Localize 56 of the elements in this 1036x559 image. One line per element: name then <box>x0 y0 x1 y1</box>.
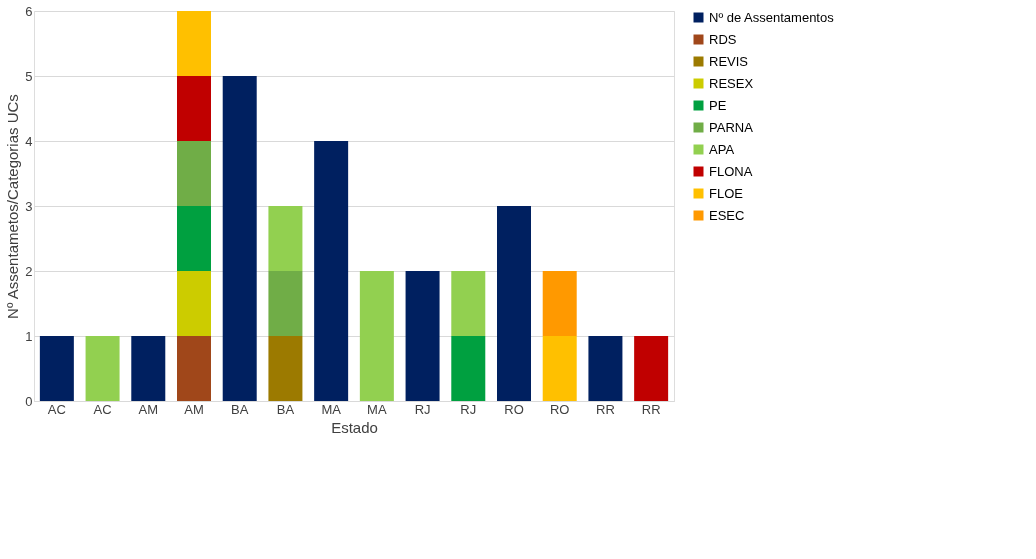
y-tick-label: 1 <box>25 328 33 344</box>
bar <box>131 336 166 401</box>
legend-label: Nº de Assentamentos <box>709 9 835 25</box>
bar <box>39 336 74 401</box>
y-tick-label: 3 <box>25 198 33 214</box>
x-tick-label: RO <box>504 401 524 417</box>
y-axis-title: Nº Assentametos/Categorias UCs <box>4 94 22 319</box>
x-tick-label: AC <box>93 401 112 417</box>
bar <box>268 271 303 336</box>
x-tick-label: AC <box>47 401 66 417</box>
bar <box>451 271 486 336</box>
legend-label: PE <box>709 97 727 113</box>
bar <box>314 141 349 401</box>
bar <box>634 336 669 401</box>
legend-label: FLOE <box>709 185 744 201</box>
bar <box>177 336 211 401</box>
legend-label: FLONA <box>709 163 753 179</box>
bar <box>177 206 211 271</box>
x-tick-label: MA <box>321 401 342 417</box>
y-tick-label: 2 <box>25 263 33 279</box>
x-tick-label: RR <box>641 401 661 417</box>
bar <box>451 336 486 401</box>
legend-label: RDS <box>709 31 737 47</box>
bar <box>85 336 120 401</box>
bar <box>542 271 577 336</box>
legend-label: APA <box>709 141 735 157</box>
x-tick-label: BA <box>276 401 295 417</box>
bar <box>268 206 303 271</box>
y-tick-label: 4 <box>25 133 33 149</box>
legend-label: PARNA <box>709 119 754 135</box>
bar <box>177 11 211 76</box>
bar <box>405 271 440 401</box>
x-tick-label: RJ <box>460 401 477 417</box>
bar <box>359 271 394 401</box>
x-axis-title: Estado <box>331 418 378 436</box>
y-tick-label: 5 <box>25 68 33 84</box>
bar <box>588 336 623 401</box>
x-tick-label: BA <box>231 401 249 417</box>
bar <box>177 271 211 336</box>
x-tick-label: MA <box>367 401 387 417</box>
bar <box>497 206 531 401</box>
y-tick-label: 0 <box>25 393 33 409</box>
legend-label: RESEX <box>709 75 754 91</box>
x-tick-label: RJ <box>414 401 431 417</box>
x-tick-label: AM <box>184 401 204 417</box>
x-tick-label: AM <box>138 401 159 417</box>
bar <box>222 76 257 401</box>
legend-label: ESEC <box>709 207 745 223</box>
bar <box>268 336 303 401</box>
x-tick-label: RO <box>549 401 570 417</box>
y-tick-label: 6 <box>25 3 33 19</box>
legend-label: REVIS <box>709 53 749 69</box>
bar <box>542 336 577 401</box>
bar <box>177 141 211 206</box>
x-tick-label: RR <box>596 401 615 417</box>
bar <box>177 76 211 141</box>
